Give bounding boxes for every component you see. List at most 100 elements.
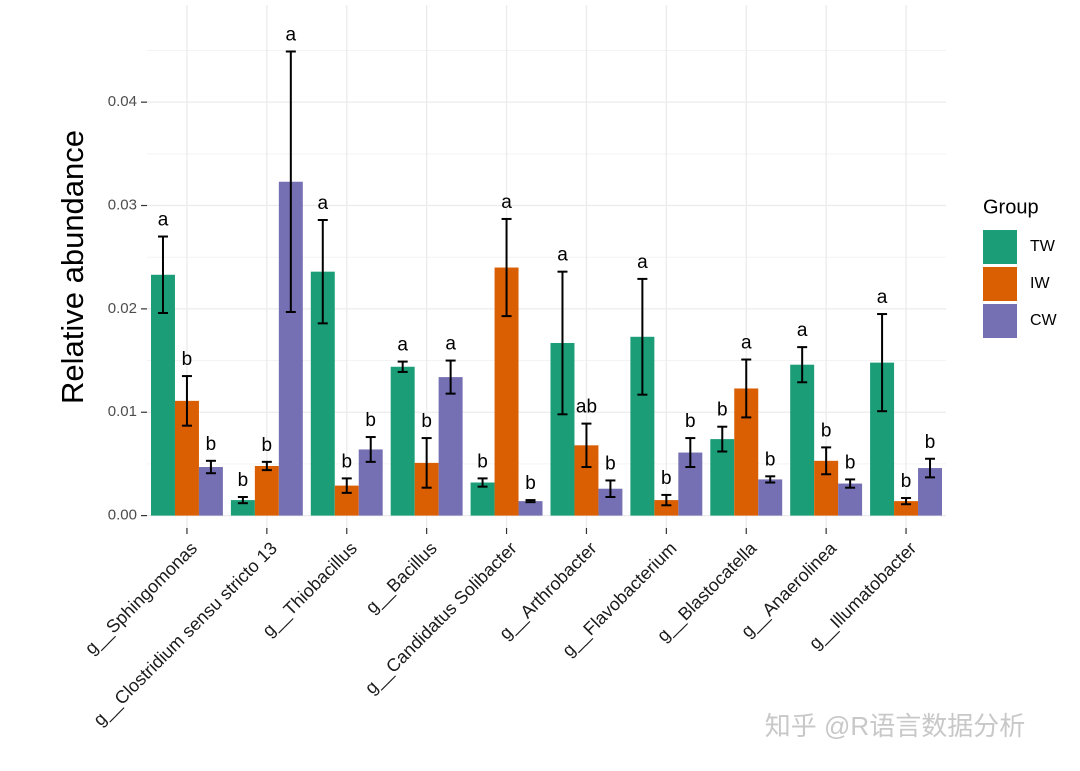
bar [198, 467, 223, 516]
watermark: 知乎 @R语言数据分析 [765, 711, 1025, 741]
legend-key [983, 267, 1017, 301]
error-bar [421, 437, 432, 489]
error-bar [741, 358, 752, 419]
bar [710, 439, 735, 516]
error-bar [157, 235, 168, 315]
y-tick-label: 0.01 [108, 403, 137, 420]
significance-label: b [421, 411, 432, 432]
bar [574, 445, 599, 516]
significance-label: a [286, 25, 297, 46]
significance-label: b [821, 420, 832, 441]
error-bar [237, 495, 248, 505]
error-bar [181, 375, 192, 427]
bar [918, 468, 943, 516]
error-bar [341, 477, 352, 494]
error-bar [797, 346, 808, 384]
significance-label: b [765, 449, 776, 470]
error-bar [581, 422, 592, 469]
error-bar [901, 497, 912, 506]
bar [310, 271, 335, 516]
error-bar [445, 359, 456, 395]
bar [358, 449, 383, 516]
bar [278, 181, 303, 516]
error-bar [205, 459, 216, 475]
significance-label: b [238, 470, 249, 491]
error-bar [285, 50, 296, 313]
y-tick-label: 0.02 [108, 300, 137, 317]
error-bar [717, 425, 728, 453]
error-bar [845, 478, 856, 489]
significance-label: a [501, 192, 512, 213]
significance-label: b [925, 432, 936, 453]
y-tick-label: 0.00 [108, 507, 137, 524]
significance-label: ab [576, 397, 597, 418]
bar [414, 462, 439, 516]
bar [230, 500, 255, 516]
bar [174, 400, 199, 516]
bar [470, 482, 495, 516]
legend-label: IW [1030, 275, 1050, 292]
bar [598, 488, 623, 516]
y-tick-label: 0.04 [108, 93, 137, 110]
significance-label: b [365, 410, 376, 431]
significance-label: b [845, 452, 856, 473]
significance-label: b [685, 411, 696, 432]
significance-label: a [637, 252, 648, 273]
bar [438, 377, 463, 516]
error-bar [365, 436, 376, 463]
bar [654, 500, 679, 516]
bar [734, 388, 759, 516]
y-tick-label: 0.03 [108, 196, 137, 213]
legend-title: Group [983, 196, 1039, 218]
error-bar [661, 493, 672, 507]
error-bar [877, 313, 888, 413]
bar [334, 485, 359, 516]
significance-label: b [525, 473, 536, 494]
x-tick-label: g__Candidatus Solibacter [361, 538, 522, 699]
significance-label: b [901, 471, 912, 492]
bar [894, 501, 919, 516]
legend-label: CW [1030, 312, 1058, 329]
bar [630, 336, 655, 516]
significance-label: b [182, 349, 193, 370]
legend-key [983, 230, 1017, 264]
error-bar [821, 446, 832, 476]
significance-label: b [206, 434, 217, 455]
x-tick-label: g__Bacillus [362, 538, 442, 618]
error-bar [925, 457, 936, 479]
bar [254, 465, 279, 516]
significance-label: b [262, 435, 273, 456]
error-bar [605, 479, 616, 498]
significance-label: a [397, 335, 408, 356]
bar [150, 274, 175, 516]
bar [494, 267, 519, 516]
bar [758, 479, 783, 516]
significance-label: a [317, 193, 328, 214]
bar [814, 460, 839, 516]
bar [518, 501, 543, 516]
significance-label: b [341, 451, 352, 472]
significance-label: b [605, 453, 616, 474]
error-bar [685, 437, 696, 469]
significance-label: b [661, 468, 672, 489]
error-bar [765, 475, 776, 484]
significance-label: a [557, 245, 568, 266]
error-bar [317, 218, 328, 325]
error-bar [525, 499, 536, 504]
significance-label: a [158, 210, 169, 231]
bar [390, 366, 415, 516]
error-bar [397, 360, 408, 373]
significance-label: a [877, 287, 888, 308]
error-bar [637, 277, 648, 396]
error-bar [501, 217, 512, 318]
bar [678, 452, 703, 516]
legend-key [983, 304, 1017, 338]
significance-label: a [741, 333, 752, 354]
bar [550, 342, 575, 516]
error-bar [261, 460, 272, 472]
significance-label: a [445, 334, 456, 355]
significance-label: b [477, 451, 488, 472]
bar [838, 483, 863, 516]
legend-label: TW [1030, 238, 1056, 255]
